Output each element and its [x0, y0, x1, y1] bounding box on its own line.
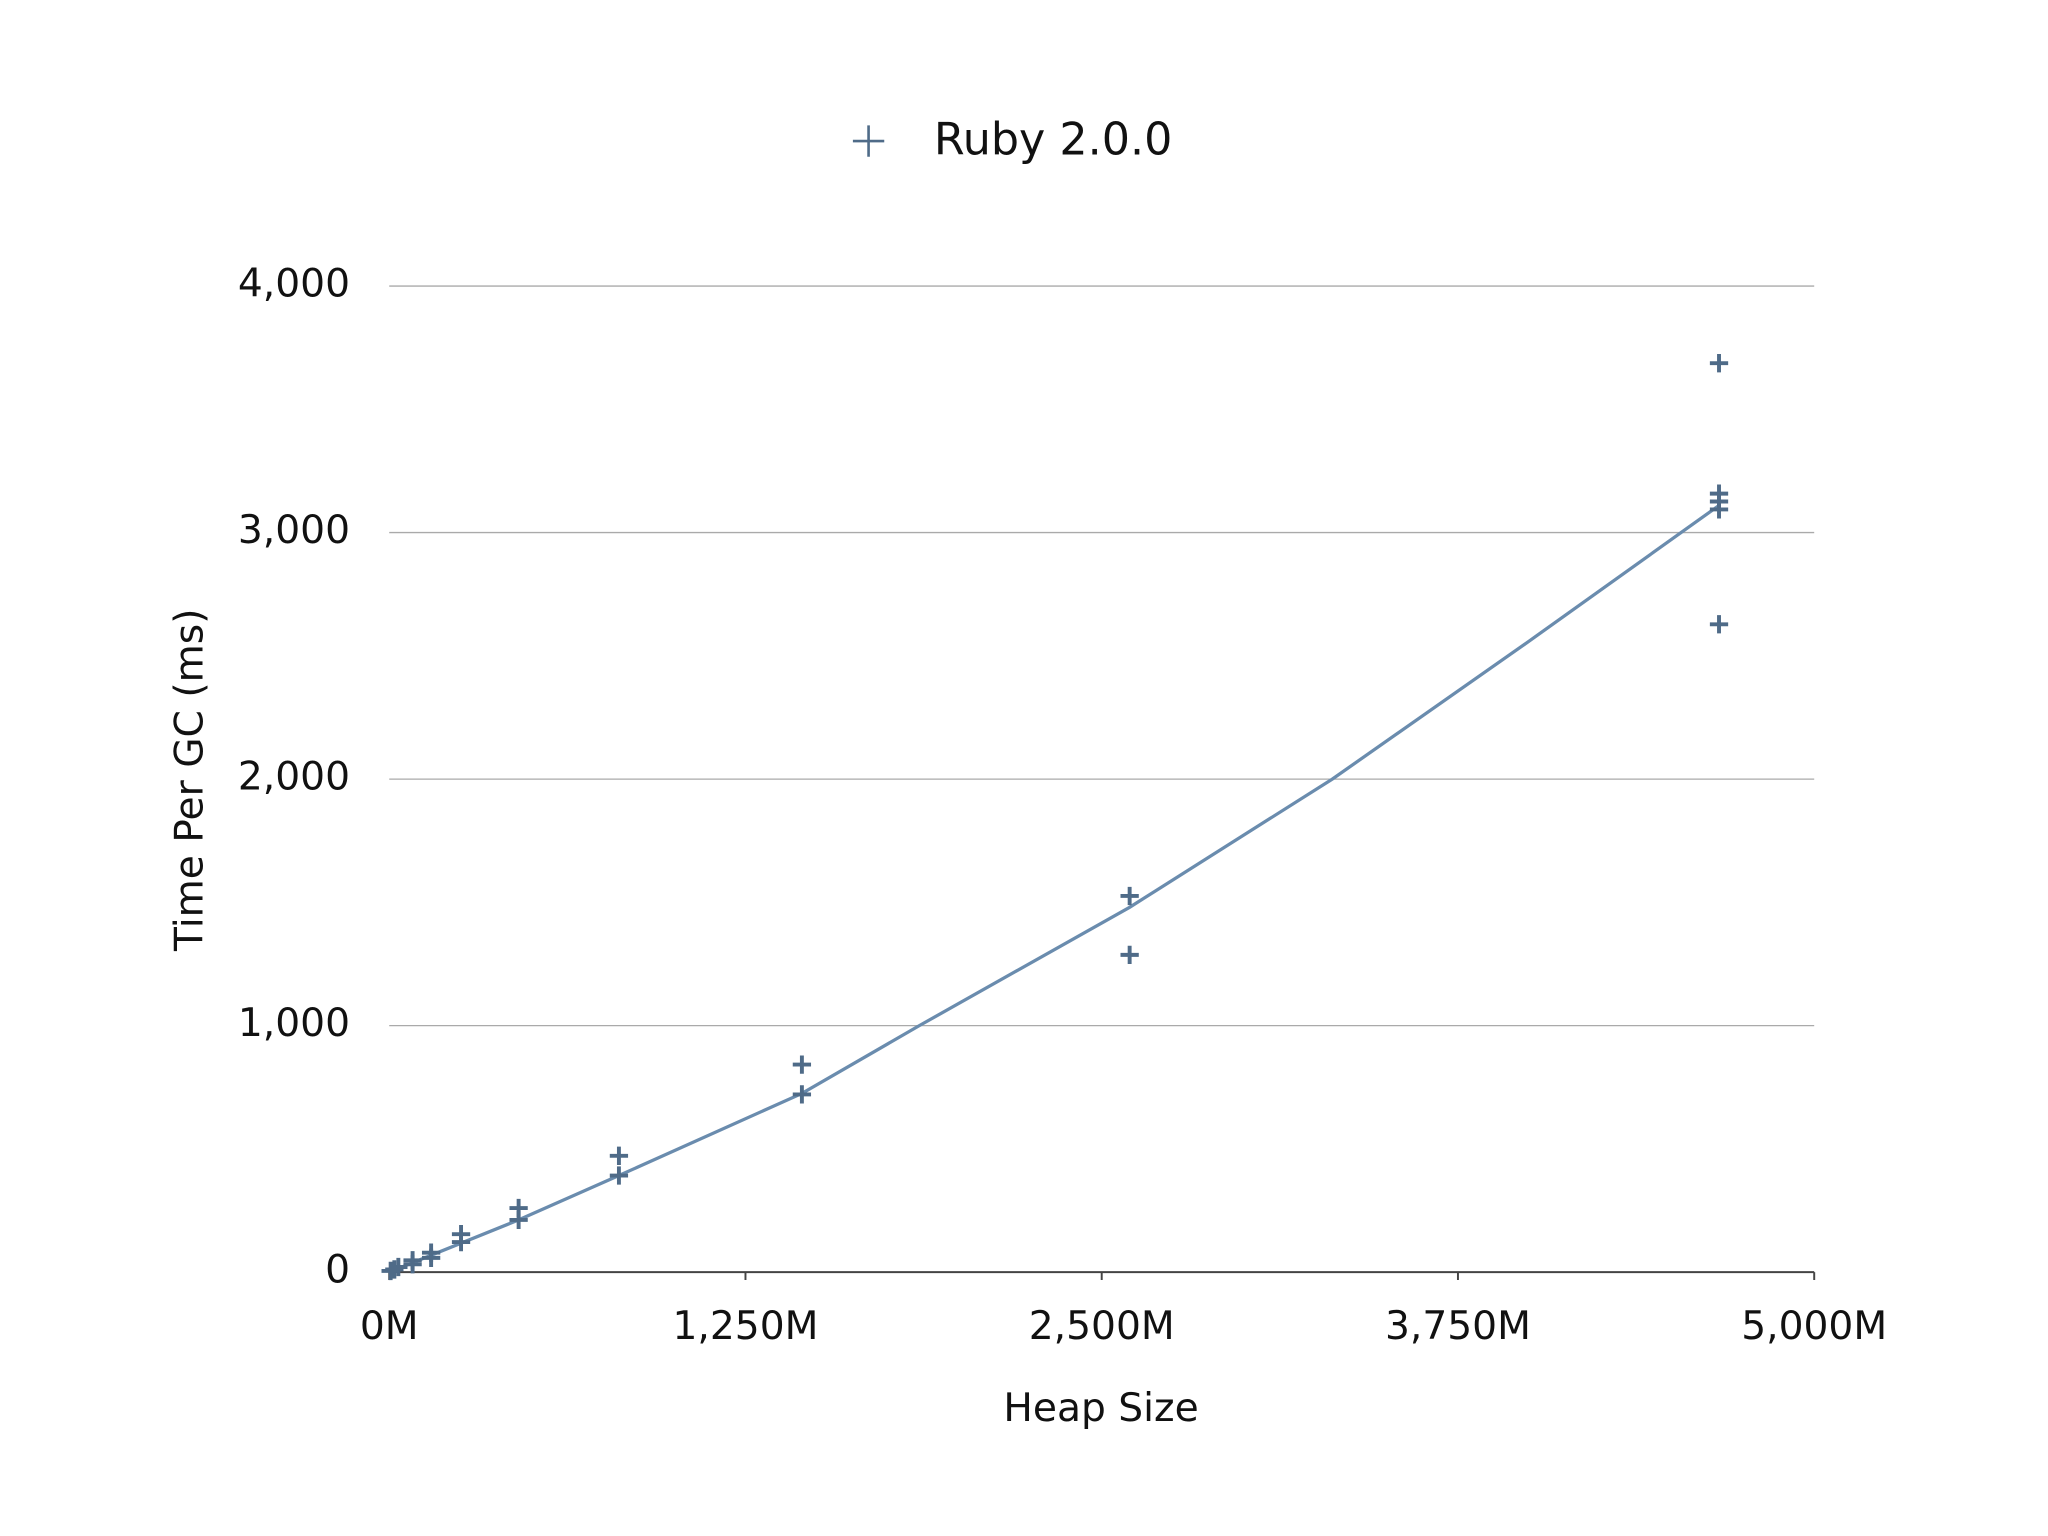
point [451, 1232, 471, 1252]
point [1120, 886, 1139, 906]
point [609, 1166, 629, 1185]
y-tick-label: 3,000 [238, 508, 350, 553]
x-tick-label: 2,500M [1029, 1304, 1175, 1349]
x-tick-label: 1,250M [672, 1304, 818, 1349]
point [421, 1248, 441, 1268]
y-tick-label: 4,000 [238, 262, 350, 307]
point [1120, 945, 1139, 965]
x-axis-title: Heap Size [1003, 1386, 1198, 1431]
x-tick-label: 3,750M [1385, 1304, 1531, 1349]
point [792, 1085, 812, 1104]
y-tick-label: 0 [325, 1248, 350, 1293]
x-tick-label: 0M [360, 1304, 419, 1349]
x-tick-label: 5,000M [1741, 1304, 1887, 1349]
point [403, 1255, 422, 1274]
point [792, 1055, 812, 1074]
trendline [388, 504, 1720, 1274]
point [609, 1146, 629, 1165]
point [509, 1210, 528, 1230]
legend-marker [852, 125, 885, 157]
y-axis-title: Time Per GC (ms) [168, 609, 213, 953]
point [381, 1261, 400, 1281]
point [1709, 615, 1729, 634]
legend-label: Ruby 2.0.0 [934, 114, 1173, 165]
point [1709, 354, 1729, 373]
y-tick-label: 2,000 [238, 755, 350, 800]
y-tick-label: 1,000 [238, 1001, 350, 1046]
point [1709, 500, 1729, 519]
